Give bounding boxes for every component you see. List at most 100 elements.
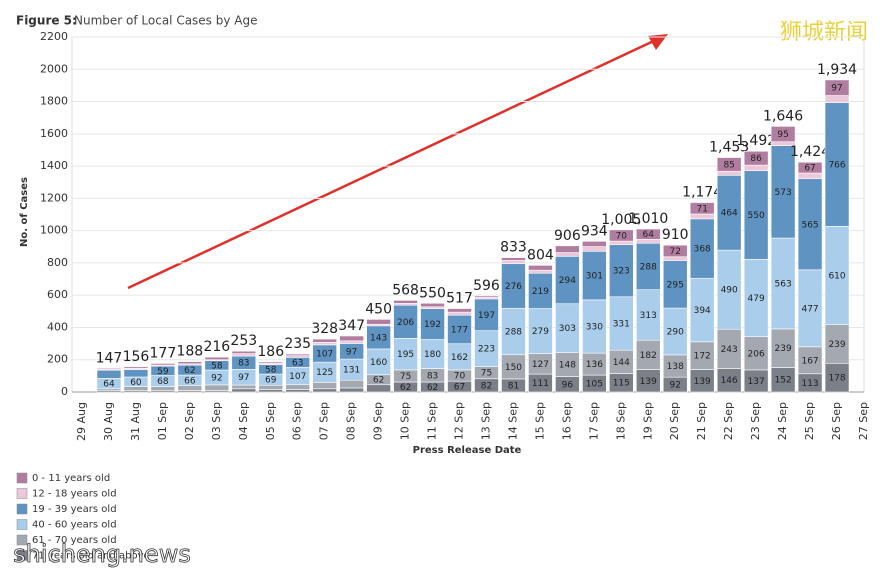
segment-label: 97	[238, 373, 249, 383]
segment-label: 219	[532, 287, 549, 297]
legend-swatch	[16, 550, 28, 561]
segment-label: 131	[343, 366, 360, 376]
segment-label: 60	[130, 378, 142, 388]
segment-label: 72	[670, 247, 681, 257]
x-tick-label: 07 Sep	[318, 402, 331, 440]
bar-segment	[609, 240, 634, 245]
segment-label: 303	[559, 324, 576, 334]
segment-label: 85	[723, 160, 734, 170]
segment-label: 58	[265, 365, 277, 375]
segment-label: 294	[559, 276, 576, 286]
x-tick-label: 30 Aug	[102, 402, 115, 441]
total-label: 934	[581, 223, 608, 239]
bar-segment	[555, 255, 580, 305]
total-label: 906	[554, 228, 581, 244]
legend-label: 12 - 18 years old	[32, 489, 117, 500]
y-tick-label: 1200	[40, 191, 68, 204]
segment-label: 394	[694, 306, 711, 316]
bar-segment	[824, 102, 850, 227]
bar-segment	[555, 252, 580, 257]
x-tick-label: 26 Sep	[830, 402, 843, 440]
bar-segment	[366, 384, 391, 393]
legend-label: 71 years old and above	[32, 551, 150, 562]
bar-segment	[258, 384, 284, 390]
segment-label: 96	[562, 380, 574, 390]
segment-label: 177	[451, 325, 468, 335]
segment-label: 67	[454, 383, 465, 393]
bar-segment	[285, 389, 311, 393]
segment-label: 68	[157, 377, 169, 387]
segment-label: 59	[157, 367, 169, 377]
segment-label: 86	[750, 154, 762, 164]
segment-label: 239	[828, 340, 845, 350]
bar-segment	[339, 335, 364, 342]
bar-segment	[824, 324, 850, 364]
segment-label: 111	[532, 379, 549, 389]
bar-segment	[824, 362, 850, 393]
bar-segment	[797, 161, 823, 174]
bar-segment	[824, 225, 850, 326]
segment-label: 150	[505, 363, 522, 373]
bar-segment	[258, 389, 284, 393]
total-label: 1,453	[709, 140, 749, 156]
bar-segment	[420, 302, 445, 308]
segment-label: 97	[831, 84, 842, 94]
bar-segment	[366, 319, 391, 325]
segment-label: 195	[397, 350, 414, 360]
x-tick-label: 13 Sep	[479, 402, 492, 440]
x-tick-label: 24 Sep	[776, 402, 789, 440]
x-tick-label: 23 Sep	[749, 402, 762, 440]
bar-segment	[231, 384, 257, 390]
x-tick-label: 01 Sep	[156, 402, 169, 440]
bar-segment	[501, 257, 526, 261]
segment-label: 330	[586, 322, 603, 332]
total-label: 550	[419, 285, 446, 301]
total-label: 1,010	[628, 211, 668, 227]
x-tick-label: 29 Aug	[75, 402, 88, 441]
bar-segment	[123, 369, 149, 378]
bar-segment	[285, 353, 311, 356]
segment-label: 62	[373, 376, 384, 386]
bar-segment	[501, 260, 526, 265]
bar-segment	[312, 341, 337, 346]
total-label: 1,646	[763, 108, 803, 124]
x-tick-label: 22 Sep	[722, 402, 735, 440]
bar-segment	[743, 150, 769, 166]
segment-label: 477	[801, 304, 818, 314]
bar-segment	[689, 341, 715, 370]
segment-label: 63	[292, 358, 303, 368]
total-label: 177	[150, 345, 177, 361]
segment-label: 180	[424, 350, 441, 360]
segment-label: 105	[586, 380, 603, 390]
segment-label: 178	[828, 374, 845, 384]
segment-label: 137	[748, 377, 765, 387]
bar-segment	[716, 170, 742, 176]
y-tick-label: 1800	[40, 95, 68, 108]
x-tick-label: 14 Sep	[506, 402, 519, 440]
bar-segment	[339, 387, 364, 393]
x-tick-label: 08 Sep	[345, 402, 358, 440]
segment-label: 565	[801, 220, 818, 230]
bar-segment	[743, 170, 769, 260]
segment-label: 313	[640, 311, 657, 321]
total-label: 253	[230, 333, 257, 349]
x-tick-label: 18 Sep	[614, 402, 627, 440]
total-label: 216	[203, 339, 230, 355]
total-label: 156	[123, 349, 150, 365]
y-tick-label: 200	[47, 353, 68, 366]
bar-segment	[770, 237, 796, 330]
segment-label: 70	[454, 372, 466, 382]
bar-segment	[501, 354, 526, 380]
y-tick-label: 800	[47, 256, 68, 269]
segment-label: 143	[370, 333, 387, 343]
segment-label: 550	[748, 211, 765, 221]
segment-label: 125	[316, 368, 333, 378]
bar-segment	[501, 263, 526, 309]
segment-label: 97	[346, 347, 357, 357]
bar-segment	[716, 157, 742, 172]
legend-label: 61 - 70 years old	[32, 535, 117, 546]
bar-segment	[312, 388, 337, 393]
x-tick-label: 10 Sep	[399, 402, 412, 440]
legend-label: 0 - 11 years old	[32, 473, 110, 484]
